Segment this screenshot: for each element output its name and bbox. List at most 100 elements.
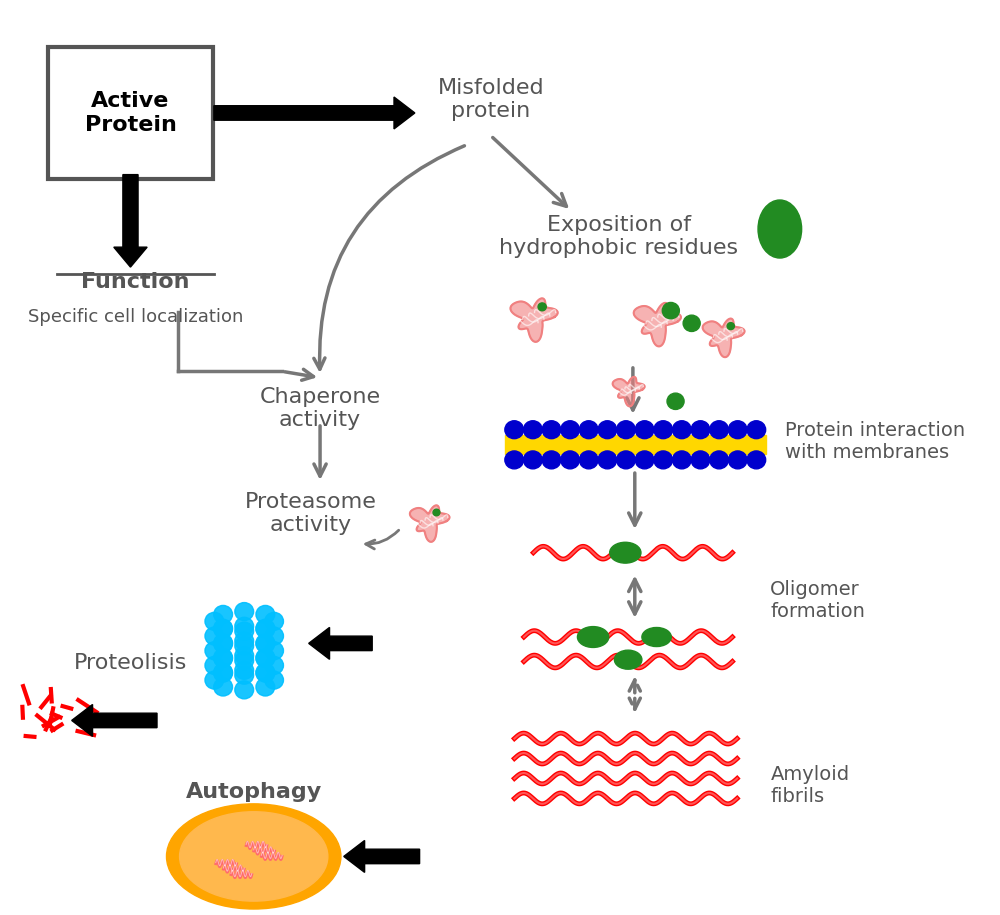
Circle shape <box>579 421 598 438</box>
Circle shape <box>205 612 224 630</box>
Circle shape <box>256 649 275 667</box>
Circle shape <box>214 650 232 667</box>
Circle shape <box>205 627 224 645</box>
Circle shape <box>691 421 710 438</box>
Circle shape <box>747 421 766 438</box>
Circle shape <box>505 451 524 468</box>
Circle shape <box>265 612 283 630</box>
Circle shape <box>561 421 579 438</box>
Circle shape <box>654 451 673 468</box>
FancyArrowPatch shape <box>314 145 464 370</box>
Circle shape <box>710 421 728 438</box>
Circle shape <box>617 451 635 468</box>
Circle shape <box>214 620 232 638</box>
Text: Function: Function <box>81 272 189 292</box>
Circle shape <box>617 421 635 438</box>
Circle shape <box>579 451 598 468</box>
Bar <box>505 436 766 454</box>
Circle shape <box>265 627 283 645</box>
Polygon shape <box>510 298 558 342</box>
Text: Specific cell localization: Specific cell localization <box>28 308 243 326</box>
Circle shape <box>728 421 747 438</box>
Circle shape <box>598 451 617 468</box>
Circle shape <box>667 393 684 409</box>
Circle shape <box>256 620 275 638</box>
Circle shape <box>654 421 673 438</box>
Circle shape <box>214 649 232 667</box>
Circle shape <box>235 637 254 655</box>
Circle shape <box>598 421 617 438</box>
FancyBboxPatch shape <box>48 47 213 179</box>
Text: Chaperone
activity: Chaperone activity <box>259 387 381 430</box>
Circle shape <box>662 303 679 318</box>
FancyArrow shape <box>114 175 147 267</box>
Circle shape <box>747 451 766 468</box>
Circle shape <box>214 678 232 696</box>
Text: Misfolded
protein: Misfolded protein <box>437 78 544 121</box>
FancyArrow shape <box>309 628 372 660</box>
Ellipse shape <box>642 628 671 647</box>
Circle shape <box>256 635 275 652</box>
Circle shape <box>727 323 734 329</box>
Circle shape <box>235 647 254 664</box>
Circle shape <box>205 671 224 689</box>
Circle shape <box>235 651 254 670</box>
Circle shape <box>256 663 275 682</box>
Text: Protein interaction
with membranes: Protein interaction with membranes <box>785 421 965 462</box>
Text: Amyloid
fibrils: Amyloid fibrils <box>770 765 849 806</box>
Circle shape <box>235 622 254 640</box>
Text: Exposition of
hydrophobic residues: Exposition of hydrophobic residues <box>499 214 738 258</box>
Circle shape <box>256 664 275 683</box>
Circle shape <box>523 421 542 438</box>
Circle shape <box>691 451 710 468</box>
Ellipse shape <box>577 627 609 648</box>
Text: Proteolisis: Proteolisis <box>74 653 187 673</box>
Circle shape <box>542 451 561 468</box>
Ellipse shape <box>610 543 641 563</box>
Circle shape <box>710 451 728 468</box>
Circle shape <box>256 650 275 667</box>
Text: Active
Protein: Active Protein <box>85 92 176 135</box>
Circle shape <box>214 664 232 683</box>
Circle shape <box>235 603 254 620</box>
Circle shape <box>505 421 524 438</box>
Circle shape <box>523 451 542 468</box>
Circle shape <box>265 656 283 674</box>
Circle shape <box>256 634 275 651</box>
Circle shape <box>728 451 747 468</box>
Circle shape <box>672 421 691 438</box>
Circle shape <box>635 451 654 468</box>
Circle shape <box>683 315 700 331</box>
Circle shape <box>538 303 546 311</box>
Circle shape <box>542 421 561 438</box>
Circle shape <box>235 618 254 635</box>
Circle shape <box>235 666 254 684</box>
FancyArrow shape <box>214 97 415 129</box>
Circle shape <box>214 663 232 682</box>
Circle shape <box>214 634 232 651</box>
Circle shape <box>265 641 283 660</box>
Circle shape <box>235 662 254 679</box>
Circle shape <box>265 671 283 689</box>
Circle shape <box>235 632 254 650</box>
Polygon shape <box>634 303 681 347</box>
Circle shape <box>235 681 254 699</box>
Text: Proteasome
activity: Proteasome activity <box>245 492 377 535</box>
Circle shape <box>214 619 232 637</box>
Circle shape <box>214 635 232 652</box>
Text: Oligomer
formation: Oligomer formation <box>770 580 865 621</box>
FancyArrow shape <box>344 841 420 872</box>
Circle shape <box>214 606 232 623</box>
Circle shape <box>635 421 654 438</box>
Circle shape <box>433 509 440 516</box>
Circle shape <box>205 641 224 660</box>
Polygon shape <box>703 318 745 357</box>
Ellipse shape <box>614 651 642 669</box>
Ellipse shape <box>758 200 802 258</box>
Ellipse shape <box>166 804 341 909</box>
Circle shape <box>672 451 691 468</box>
Polygon shape <box>410 505 449 542</box>
Circle shape <box>561 451 579 468</box>
Polygon shape <box>613 377 645 406</box>
Circle shape <box>256 678 275 696</box>
